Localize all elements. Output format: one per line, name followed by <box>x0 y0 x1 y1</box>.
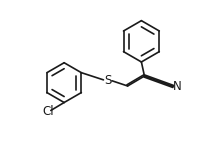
Text: N: N <box>173 80 181 93</box>
Text: S: S <box>104 74 111 87</box>
Text: Cl: Cl <box>42 105 54 118</box>
